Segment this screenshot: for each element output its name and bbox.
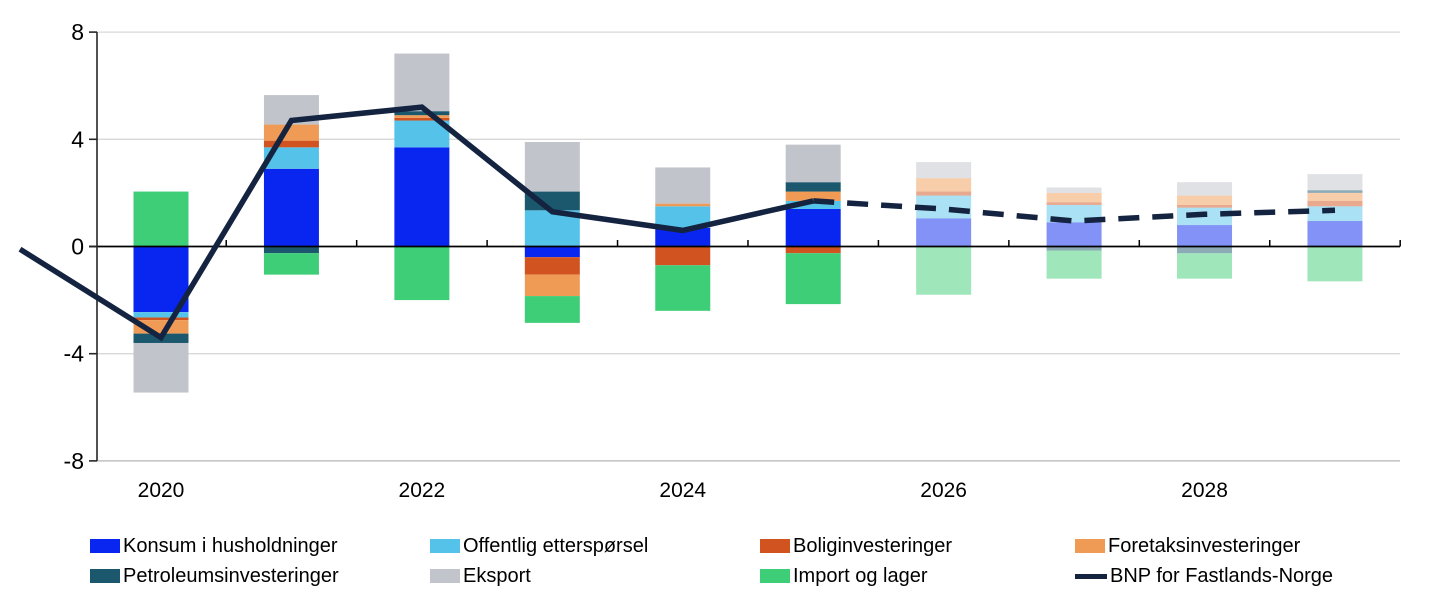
bar-segment	[1046, 246, 1102, 251]
bar-segment	[785, 208, 841, 247]
bar-segment	[263, 140, 319, 148]
bar-segment	[524, 257, 580, 275]
legend-label: Boliginvesteringer	[793, 535, 952, 557]
legend-label: BNP for Fastlands-Norge	[1110, 565, 1334, 587]
legend-item: Boliginvesteringer	[760, 536, 952, 556]
bar-segment	[133, 317, 189, 321]
legend-label: Petroleumsinvesteringer	[123, 565, 339, 587]
legend-item: Petroleumsinvesteringer	[90, 566, 339, 586]
bar-segment	[916, 162, 972, 179]
bar-segment	[1177, 182, 1233, 196]
bar-segment	[655, 227, 711, 247]
legend-color-swatch	[760, 539, 790, 553]
bar-segment	[1177, 204, 1233, 208]
bar-segment	[394, 115, 450, 118]
bar-segment	[394, 111, 450, 116]
bar-segment	[785, 253, 841, 305]
bar-segment	[263, 246, 319, 254]
x-axis-label: 2022	[399, 479, 446, 502]
bar-segment	[785, 200, 841, 209]
bar-segment	[1046, 192, 1102, 203]
bar-segment	[785, 246, 841, 254]
bar-segment	[133, 191, 189, 247]
y-axis-label: 8	[71, 19, 84, 45]
bar-segment	[655, 265, 711, 311]
bar-segment	[1307, 190, 1363, 193]
legend-label: Konsum i husholdninger	[123, 535, 338, 557]
bar-segment	[1177, 225, 1233, 247]
bar-segment	[524, 141, 580, 192]
legend-item: Import og lager	[760, 566, 928, 586]
bar-segment	[1307, 200, 1363, 207]
legend-line-swatch	[1075, 573, 1107, 579]
bar-segment	[133, 246, 189, 313]
legend-color-swatch	[760, 569, 790, 583]
bar-segment	[1307, 174, 1363, 191]
bar-segment	[655, 206, 711, 228]
bar-segment	[1307, 246, 1363, 282]
bar-segment	[133, 342, 189, 393]
legend-color-swatch	[430, 569, 460, 583]
bar-segment	[1046, 187, 1102, 193]
bar-segment	[916, 191, 972, 196]
bar-segment	[655, 246, 711, 266]
bar-segment	[916, 178, 972, 192]
y-axis-label: 0	[71, 234, 84, 260]
legend-label: Eksport	[463, 565, 531, 587]
y-axis-label: 4	[71, 126, 84, 152]
bar-segment	[785, 191, 841, 201]
bar-segment	[524, 246, 580, 258]
bar-segment	[1046, 250, 1102, 279]
bar-segment	[1177, 246, 1233, 254]
legend-item: BNP for Fastlands-Norge	[1075, 566, 1333, 586]
bar-segment	[1046, 222, 1102, 247]
bar-segment	[916, 218, 972, 247]
bar-segment	[1307, 192, 1363, 201]
bar-segment	[394, 147, 450, 247]
legend-label: Foretaksinvesteringer	[1108, 535, 1301, 557]
legend-item: Foretaksinvesteringer	[1075, 536, 1300, 556]
bar-segment	[263, 147, 319, 169]
bar-segment	[524, 296, 580, 323]
legend-color-swatch	[90, 539, 120, 553]
bnp-line-solid	[18, 104, 814, 342]
legend-color-swatch	[430, 539, 460, 553]
bar-segment	[394, 117, 450, 121]
bar-segment	[263, 168, 319, 247]
bar-segment	[655, 167, 711, 204]
legend-label: Offentlig etterspørsel	[463, 535, 649, 557]
legend-item: Offentlig etterspørsel	[430, 536, 648, 556]
bar-segment	[1307, 221, 1363, 247]
bar-segment	[263, 124, 319, 141]
x-axis-label: 2024	[659, 479, 706, 502]
bar-segment	[785, 144, 841, 183]
bar-segment	[524, 274, 580, 297]
bar-segment	[1177, 253, 1233, 279]
bar-segment	[655, 203, 711, 207]
bar-segment	[1046, 202, 1102, 205]
bar-segment	[1307, 206, 1363, 222]
legend-color-swatch	[1075, 539, 1105, 553]
bnp-line-dashed	[813, 198, 1336, 224]
x-axis-label: 2028	[1181, 479, 1228, 502]
legend-label: Import og lager	[793, 565, 928, 587]
legend-color-swatch	[90, 569, 120, 583]
bar-segment	[1177, 195, 1233, 205]
bar-segment	[394, 53, 450, 112]
bar-segment	[394, 246, 450, 301]
x-axis-label: 2026	[920, 479, 967, 502]
y-axis-label: -4	[64, 341, 85, 367]
chart-canvas: 8 4 0 -4 -8 2020 2022 2024 2026 2028	[18, 19, 1401, 502]
x-axis-label: 2020	[138, 479, 185, 502]
legend-item: Konsum i husholdninger	[90, 536, 338, 556]
y-axis-label: -8	[64, 448, 84, 474]
bar-segment	[263, 253, 319, 275]
bar-segment	[916, 246, 972, 295]
bar-segment	[524, 191, 580, 211]
legend-item: Eksport	[430, 566, 531, 586]
bar-segment	[785, 182, 841, 192]
bar-segment	[133, 312, 189, 318]
